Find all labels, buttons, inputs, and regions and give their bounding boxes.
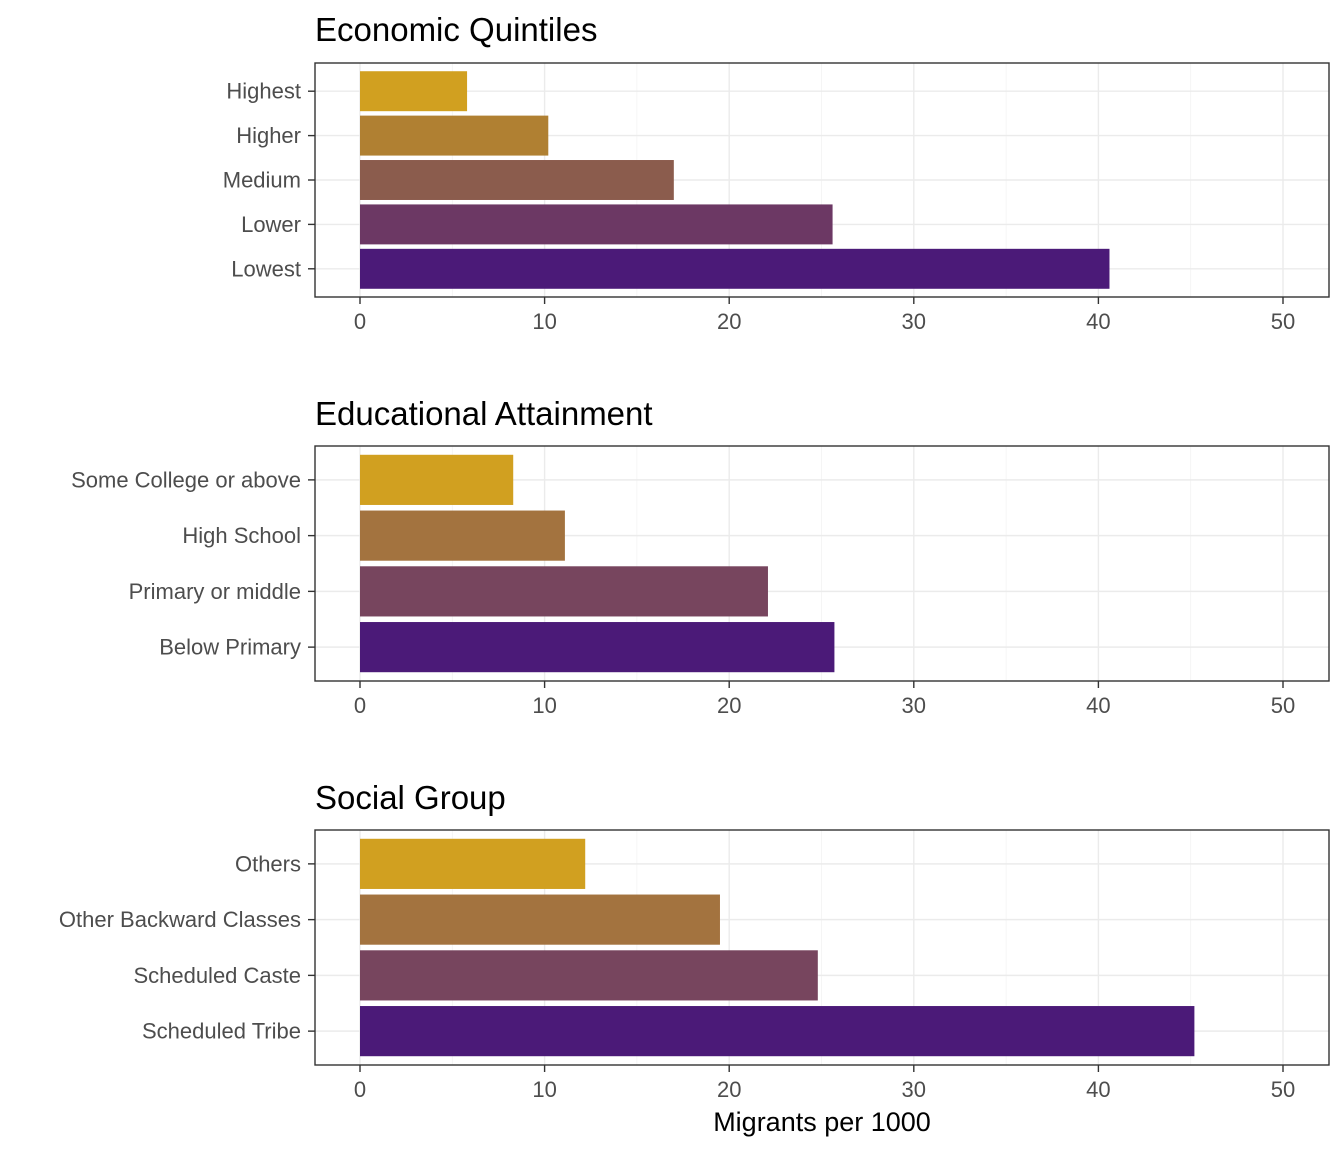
x-tick-label: 30 [902, 693, 926, 718]
bar-lowest [360, 248, 1110, 289]
x-tick-label: 40 [1086, 309, 1110, 334]
panel-2: Some College or above High School Primary … [71, 395, 1330, 718]
bar-primary-or-middle [360, 566, 768, 617]
category-label: Scheduled Tribe [142, 1019, 301, 1044]
bar-lower [360, 204, 833, 245]
x-tick-label: 10 [532, 693, 556, 718]
x-tick-label: 40 [1086, 693, 1110, 718]
x-axis-title: Migrants per 1000 [713, 1107, 931, 1137]
x-tick-label: 50 [1271, 1077, 1295, 1102]
bar-some-college-or-above [360, 454, 514, 505]
category-label: Primary or middle [129, 579, 301, 604]
bar-high-school [360, 510, 565, 561]
x-tick-label: 10 [532, 309, 556, 334]
panel-title: Educational Attainment [315, 395, 653, 432]
bar-below-primary [360, 622, 835, 673]
x-tick-label: 50 [1271, 309, 1295, 334]
x-tick-label: 0 [354, 1077, 366, 1102]
x-tick-label: 50 [1271, 693, 1295, 718]
category-label: Medium [223, 168, 301, 193]
x-tick-label: 0 [354, 693, 366, 718]
category-label: Lower [241, 212, 301, 237]
panel-3: Others Other Backward Classes Scheduled Ca… [59, 779, 1330, 1137]
panel-border [314, 829, 1330, 1066]
bar-highest [360, 71, 468, 112]
panel-title: Social Group [315, 779, 506, 816]
bar-higher [360, 115, 549, 156]
x-tick-label: 30 [902, 1077, 926, 1102]
x-tick-label: 10 [532, 1077, 556, 1102]
x-tick-label: 30 [902, 309, 926, 334]
bar-scheduled-caste [360, 950, 818, 1001]
panel-1: Highest Higher Medium Lower Lowest 0 10 20 30 40 5… [223, 11, 1330, 334]
x-tick-label: 20 [717, 693, 741, 718]
category-label: Lowest [231, 256, 301, 281]
x-tick-label: 40 [1086, 1077, 1110, 1102]
category-label: Higher [236, 123, 301, 148]
bar-scheduled-tribe [360, 1006, 1195, 1057]
category-label: Highest [226, 79, 301, 104]
x-tick-label: 0 [354, 309, 366, 334]
panel-border [314, 445, 1330, 682]
category-label: Others [235, 851, 301, 876]
bar-others [360, 838, 586, 889]
bar-other-backward-classes [360, 894, 720, 945]
category-label: Some College or above [71, 467, 301, 492]
category-label: Below Primary [159, 635, 301, 660]
bar-medium [360, 160, 674, 200]
category-label: Scheduled Caste [133, 963, 301, 988]
panel-title: Economic Quintiles [315, 11, 597, 48]
x-tick-label: 20 [717, 1077, 741, 1102]
category-label: Other Backward Classes [59, 907, 301, 932]
x-tick-label: 20 [717, 309, 741, 334]
category-label: High School [182, 523, 301, 548]
